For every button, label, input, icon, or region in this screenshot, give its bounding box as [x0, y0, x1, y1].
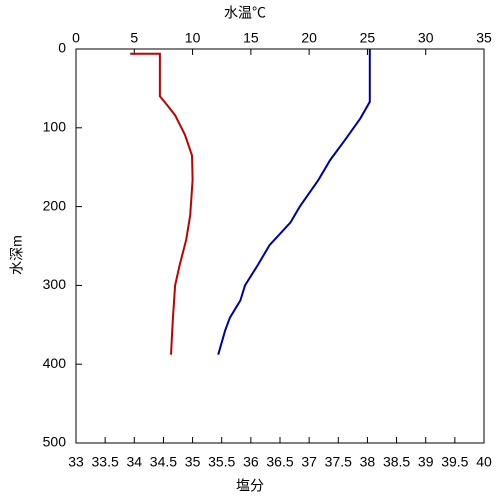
x-tick-label: 33	[68, 454, 84, 470]
x2-axis-title: 水温℃	[224, 5, 266, 21]
x2-tick-label: 25	[360, 30, 376, 46]
x2-tick-label: 0	[72, 30, 80, 46]
y-axis-title: 水深m	[9, 235, 25, 275]
x2-tick-label: 35	[476, 30, 492, 46]
x-tick-label: 37.5	[325, 454, 352, 470]
x2-tick-label: 30	[418, 30, 434, 46]
y-tick-label: 0	[58, 40, 66, 56]
x-tick-label: 36	[243, 454, 259, 470]
x-tick-label: 36.5	[266, 454, 293, 470]
y-tick-label: 400	[43, 355, 67, 371]
x-tick-label: 35.5	[208, 454, 235, 470]
x2-tick-label: 20	[301, 30, 317, 46]
x-tick-label: 39	[418, 454, 434, 470]
y-tick-label: 300	[43, 276, 67, 292]
x-axis-title: 塩分	[236, 478, 264, 494]
x-tick-label: 39.5	[441, 454, 468, 470]
profile-line	[130, 52, 194, 355]
y-tick-label: 100	[43, 119, 67, 135]
x-tick-label: 38.5	[383, 454, 410, 470]
plot-frame	[75, 48, 485, 444]
x-tick-label: 33.5	[92, 454, 119, 470]
x2-tick-label: 5	[130, 30, 138, 46]
x2-tick-label: 10	[185, 30, 201, 46]
x-tick-label: 34	[126, 454, 142, 470]
profile-line	[217, 49, 371, 355]
x-tick-label: 38	[360, 454, 376, 470]
x-tick-label: 35	[185, 454, 201, 470]
y-tick-label: 500	[43, 434, 67, 450]
x-tick-label: 37	[301, 454, 317, 470]
x-tick-label: 40	[476, 454, 492, 470]
x2-tick-label: 15	[243, 30, 259, 46]
x-tick-label: 34.5	[150, 454, 177, 470]
y-tick-label: 200	[43, 197, 67, 213]
